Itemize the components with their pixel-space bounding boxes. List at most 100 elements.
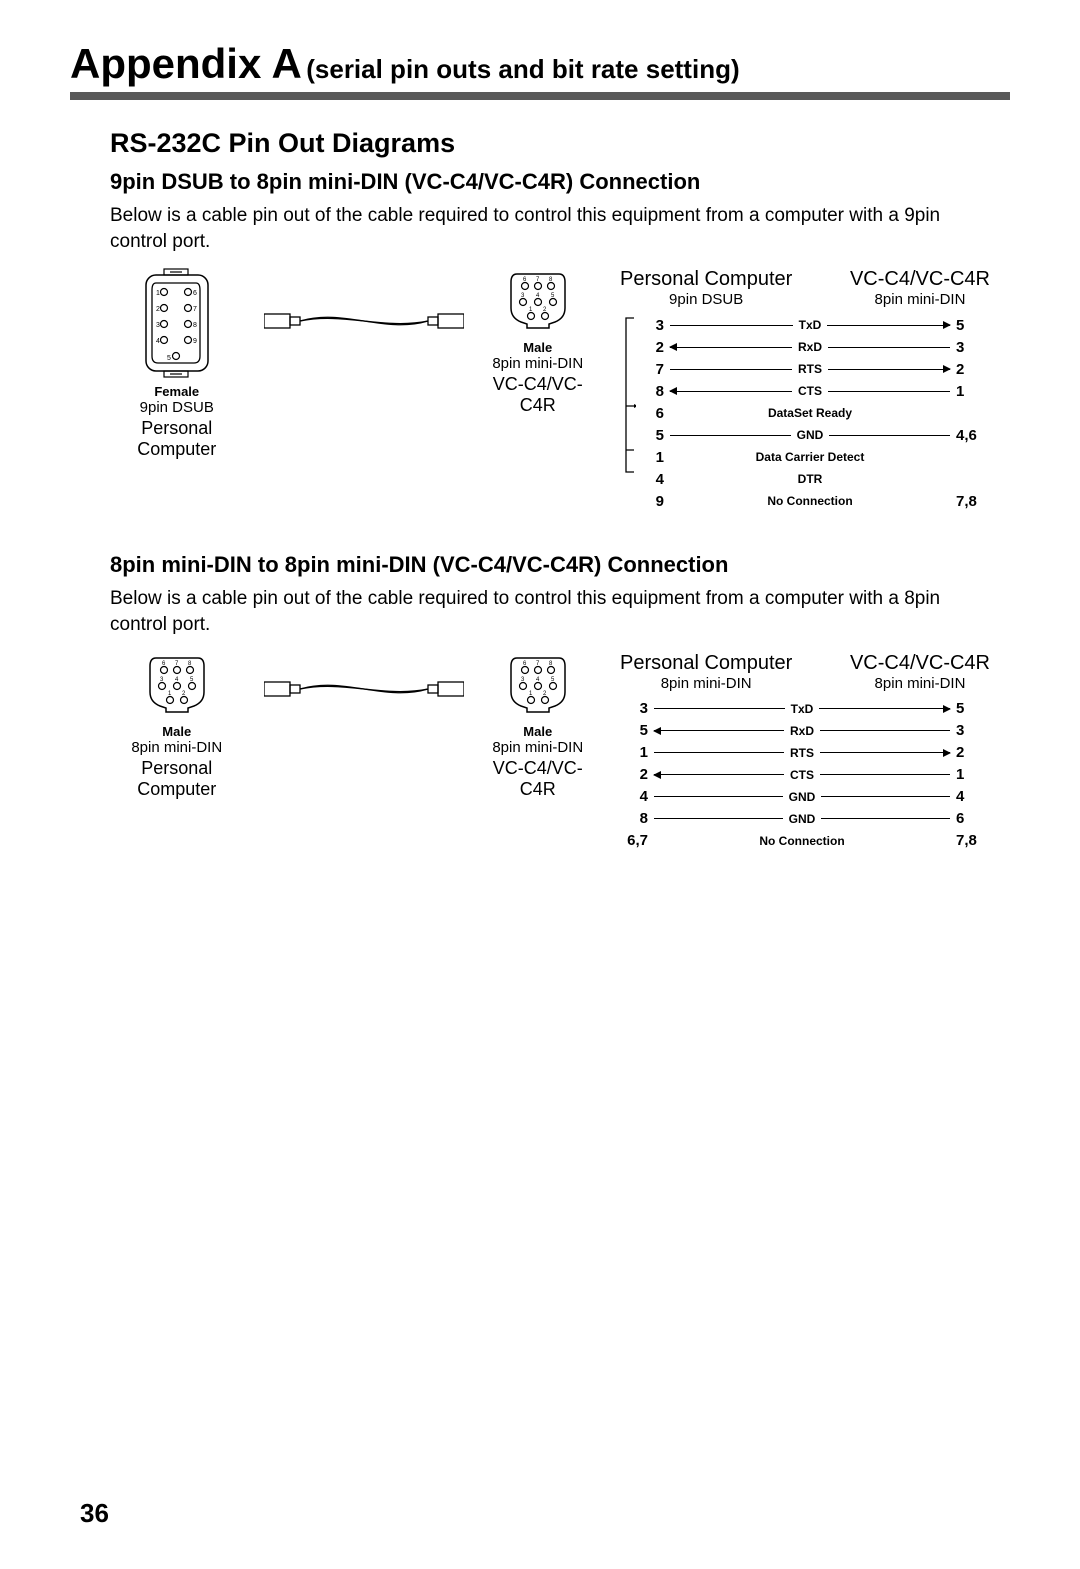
minidin1-gender: Male bbox=[523, 340, 552, 355]
pin-signal: RxD bbox=[670, 340, 950, 354]
pin-row: 5RxD3 bbox=[620, 720, 990, 742]
pin-right: 2 bbox=[950, 744, 990, 761]
svg-text:2: 2 bbox=[156, 306, 160, 313]
page-number: 36 bbox=[80, 1498, 109, 1529]
pin-row: 1Data Carrier Detect bbox=[636, 446, 990, 468]
pin-left: 6 bbox=[636, 405, 670, 422]
section1-paragraph: Below is a cable pin out of the cable re… bbox=[110, 203, 990, 254]
pin-row: 8CTS1 bbox=[636, 380, 990, 402]
svg-text:3: 3 bbox=[521, 677, 525, 683]
s1-left-sub: 9pin DSUB bbox=[620, 291, 792, 308]
pin-row: 2RxD3 bbox=[636, 336, 990, 358]
pin-row: 4DTR bbox=[636, 468, 990, 490]
pin-left: 6,7 bbox=[620, 832, 654, 849]
minidin-connector-2r: 678 345 12 Male 8pin mini-DIN VC-C4/VC-C… bbox=[484, 652, 593, 800]
minidin1-type: 8pin mini-DIN bbox=[492, 355, 583, 372]
svg-text:3: 3 bbox=[521, 293, 525, 299]
pin-right: 1 bbox=[950, 766, 990, 783]
cable-icon bbox=[264, 674, 464, 704]
pin-left: 2 bbox=[620, 766, 654, 783]
pin-left: 8 bbox=[636, 383, 670, 400]
svg-text:6: 6 bbox=[523, 277, 527, 283]
svg-text:7: 7 bbox=[175, 661, 179, 667]
svg-text:7: 7 bbox=[536, 277, 540, 283]
pin-left: 3 bbox=[636, 317, 670, 334]
pin-signal: RTS bbox=[654, 746, 950, 760]
svg-text:3: 3 bbox=[160, 677, 164, 683]
pin-signal: CTS bbox=[670, 384, 950, 398]
s2-right-top: VC-C4/VC-C4R bbox=[850, 652, 990, 675]
pin-left: 9 bbox=[636, 493, 670, 510]
pin-row: 6,7No Connection7,8 bbox=[620, 830, 990, 852]
page-header: Appendix A (serial pin outs and bit rate… bbox=[70, 40, 1010, 100]
svg-text:4: 4 bbox=[156, 338, 160, 345]
dsub-gender: Female bbox=[154, 384, 199, 399]
svg-text:8: 8 bbox=[193, 322, 197, 329]
svg-text:2: 2 bbox=[182, 691, 186, 697]
section2-paragraph: Below is a cable pin out of the cable re… bbox=[110, 586, 990, 637]
pin-right: 4 bbox=[950, 788, 990, 805]
pin-right: 5 bbox=[950, 317, 990, 334]
svg-text:3: 3 bbox=[156, 322, 160, 329]
dsub-connector: 16 27 38 49 5 Female 9pin DSUB Personal … bbox=[110, 268, 244, 460]
s2-right-sub: 8pin mini-DIN bbox=[850, 675, 990, 692]
svg-text:4: 4 bbox=[536, 293, 540, 299]
svg-text:7: 7 bbox=[193, 306, 197, 313]
pin-signal: CTS bbox=[654, 768, 950, 782]
svg-text:8: 8 bbox=[549, 661, 553, 667]
s2-left-sub: 8pin mini-DIN bbox=[620, 675, 792, 692]
s2-left-top: Personal Computer bbox=[620, 652, 792, 675]
pin-signal: DataSet Ready bbox=[670, 406, 950, 420]
svg-text:8: 8 bbox=[549, 277, 553, 283]
svg-text:4: 4 bbox=[536, 677, 540, 683]
pin-signal: DTR bbox=[670, 472, 950, 486]
pin-right: 4,6 bbox=[950, 427, 990, 444]
bracket-icon bbox=[620, 308, 636, 512]
pin-signal: RTS bbox=[670, 362, 950, 376]
pin-left: 8 bbox=[620, 810, 654, 827]
pin-row: 6DataSet Ready bbox=[636, 402, 990, 424]
pin-left: 4 bbox=[620, 788, 654, 805]
pin-row: 3TxD5 bbox=[636, 314, 990, 336]
svg-text:6: 6 bbox=[162, 661, 166, 667]
pin-left: 7 bbox=[636, 361, 670, 378]
pin-row: 9No Connection7,8 bbox=[636, 490, 990, 512]
svg-text:1: 1 bbox=[156, 290, 160, 297]
minidin2r-gender: Male bbox=[523, 724, 552, 739]
section1-pin-table: Personal Computer 9pin DSUB VC-C4/VC-C4R… bbox=[620, 268, 990, 512]
header-title: Appendix A bbox=[70, 40, 302, 87]
svg-text:4: 4 bbox=[175, 677, 179, 683]
minidin-icon: 678 345 12 bbox=[505, 268, 571, 334]
minidin-icon: 678 345 12 bbox=[144, 652, 210, 718]
svg-text:1: 1 bbox=[529, 691, 533, 697]
s1-left-top: Personal Computer bbox=[620, 268, 792, 291]
minidin-icon: 678 345 12 bbox=[505, 652, 571, 718]
s1-right-top: VC-C4/VC-C4R bbox=[850, 268, 990, 291]
pin-row: 4GND4 bbox=[620, 786, 990, 808]
pin-signal: No Connection bbox=[654, 834, 950, 848]
dsub-device: Personal Computer bbox=[110, 418, 244, 460]
pin-right: 6 bbox=[950, 810, 990, 827]
svg-text:9: 9 bbox=[193, 338, 197, 345]
section1-heading: 9pin DSUB to 8pin mini-DIN (VC-C4/VC-C4R… bbox=[110, 169, 990, 195]
pin-right: 7,8 bbox=[950, 832, 990, 849]
minidin2r-type: 8pin mini-DIN bbox=[492, 739, 583, 756]
pin-signal: RxD bbox=[654, 724, 950, 738]
svg-text:5: 5 bbox=[167, 355, 171, 362]
section-title: RS-232C Pin Out Diagrams bbox=[110, 128, 990, 159]
pin-signal: TxD bbox=[654, 702, 950, 716]
minidin1-device: VC-C4/VC-C4R bbox=[484, 374, 593, 416]
pin-row: 3TxD5 bbox=[620, 698, 990, 720]
svg-text:5: 5 bbox=[551, 293, 555, 299]
section1-diagram: 1 6 2 7 3 8 4 9 5 Female 9pin DSUB Personal … bbox=[110, 268, 990, 512]
pin-signal: No Connection bbox=[670, 494, 950, 508]
svg-text:2: 2 bbox=[543, 691, 547, 697]
section2-heading: 8pin mini-DIN to 8pin mini-DIN (VC-C4/VC… bbox=[110, 552, 990, 578]
minidin-connector-2l: 678 345 12 Male 8pin mini-DIN Personal C… bbox=[110, 652, 244, 800]
header-subtitle: (serial pin outs and bit rate setting) bbox=[306, 54, 739, 84]
pin-signal: GND bbox=[654, 790, 950, 804]
pin-row: 1RTS2 bbox=[620, 742, 990, 764]
pin-right: 3 bbox=[950, 722, 990, 739]
svg-text:8: 8 bbox=[188, 661, 192, 667]
svg-text:1: 1 bbox=[168, 691, 172, 697]
